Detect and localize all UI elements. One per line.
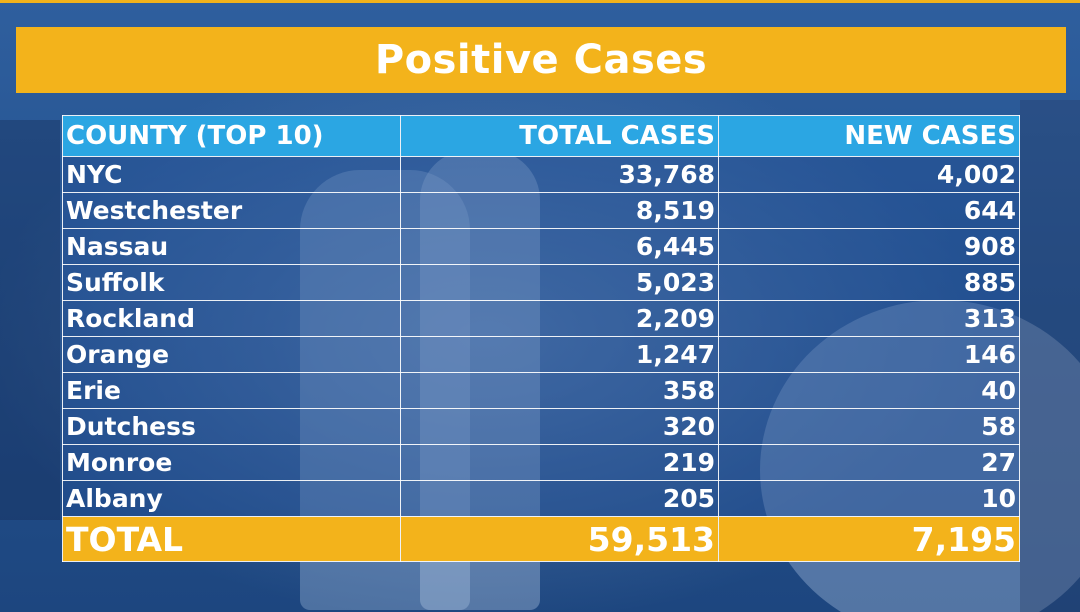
new-cases-cell: 27 [718, 444, 1020, 481]
county-cell: Dutchess [62, 408, 401, 445]
title-banner: Positive Cases [16, 27, 1066, 93]
county-cell: NYC [62, 156, 401, 193]
table-row: Rockland 2,209 313 [62, 300, 1020, 337]
total-cases-sum-cell: 59,513 [400, 516, 719, 562]
column-header-county: COUNTY (TOP 10) [62, 115, 401, 157]
table-header-row: COUNTY (TOP 10) TOTAL CASES NEW CASES [62, 115, 1020, 157]
county-cell: Monroe [62, 444, 401, 481]
new-cases-cell: 40 [718, 372, 1020, 409]
table-row: Westchester 8,519 644 [62, 192, 1020, 229]
table-row: Erie 358 40 [62, 372, 1020, 409]
table-row: Suffolk 5,023 885 [62, 264, 1020, 301]
lab-shelf-shape [0, 120, 60, 520]
total-label-cell: TOTAL [62, 516, 401, 562]
county-cell: Westchester [62, 192, 401, 229]
new-cases-cell: 885 [718, 264, 1020, 301]
table-row: NYC 33,768 4,002 [62, 156, 1020, 193]
total-cases-cell: 2,209 [400, 300, 719, 337]
total-cases-cell: 6,445 [400, 228, 719, 265]
new-cases-cell: 58 [718, 408, 1020, 445]
table-row: Orange 1,247 146 [62, 336, 1020, 373]
county-cell: Suffolk [62, 264, 401, 301]
total-cases-cell: 8,519 [400, 192, 719, 229]
page-title: Positive Cases [374, 37, 708, 83]
total-cases-cell: 1,247 [400, 336, 719, 373]
new-cases-cell: 908 [718, 228, 1020, 265]
table-row: Albany 205 10 [62, 480, 1020, 517]
new-cases-sum-cell: 7,195 [718, 516, 1020, 562]
table-row: Nassau 6,445 908 [62, 228, 1020, 265]
table-row: Dutchess 320 58 [62, 408, 1020, 445]
lab-shelf-shape [1020, 100, 1080, 612]
table-row: Monroe 219 27 [62, 444, 1020, 481]
county-cell: Orange [62, 336, 401, 373]
top-accent-line [0, 0, 1080, 3]
new-cases-cell: 146 [718, 336, 1020, 373]
cases-table: COUNTY (TOP 10) TOTAL CASES NEW CASES NY… [62, 115, 1020, 562]
county-cell: Rockland [62, 300, 401, 337]
total-cases-cell: 5,023 [400, 264, 719, 301]
total-row: TOTAL 59,513 7,195 [62, 516, 1020, 562]
total-cases-cell: 219 [400, 444, 719, 481]
new-cases-cell: 313 [718, 300, 1020, 337]
county-cell: Nassau [62, 228, 401, 265]
county-cell: Erie [62, 372, 401, 409]
column-header-total-cases: TOTAL CASES [400, 115, 719, 157]
new-cases-cell: 10 [718, 480, 1020, 517]
new-cases-cell: 644 [718, 192, 1020, 229]
total-cases-cell: 33,768 [400, 156, 719, 193]
new-cases-cell: 4,002 [718, 156, 1020, 193]
total-cases-cell: 320 [400, 408, 719, 445]
county-cell: Albany [62, 480, 401, 517]
column-header-new-cases: NEW CASES [718, 115, 1020, 157]
total-cases-cell: 358 [400, 372, 719, 409]
total-cases-cell: 205 [400, 480, 719, 517]
